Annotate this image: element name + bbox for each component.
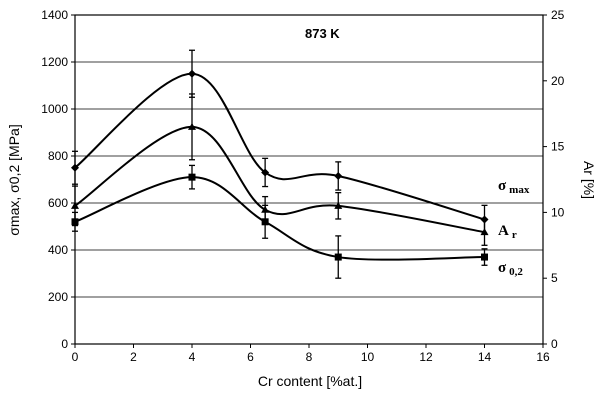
data-point-square xyxy=(481,253,488,261)
x-tick-label: 16 xyxy=(536,350,550,364)
y-right-axis-title: Ar [%] xyxy=(581,161,594,199)
x-tick-label: 0 xyxy=(72,350,79,364)
y-right-tick-label: 5 xyxy=(551,271,558,285)
x-tick-label: 8 xyxy=(306,350,313,364)
data-point-triangle xyxy=(71,201,79,209)
x-tick-label: 6 xyxy=(247,350,254,364)
x-tick-label: 12 xyxy=(419,350,433,364)
data-point-triangle xyxy=(188,122,196,130)
data-point-diamond xyxy=(188,69,196,78)
y-left-tick-label: 800 xyxy=(48,149,68,163)
series-label: σ max xyxy=(498,178,530,196)
x-tick-label: 4 xyxy=(189,350,196,364)
data-point-square xyxy=(334,253,342,261)
y-left-tick-label: 600 xyxy=(48,196,68,210)
y-right-tick-label: 25 xyxy=(551,8,565,22)
series-labels: σ max A r σ 0,2 xyxy=(498,178,530,278)
y-right-tick-label: 0 xyxy=(551,337,558,351)
data-point-square xyxy=(261,218,269,226)
x-tick-label: 14 xyxy=(478,350,492,364)
data-point-diamond xyxy=(261,168,270,177)
y-right-axis-ticks: 0 5 10 15 20 25 xyxy=(543,8,565,351)
temperature-annotation: 873 K xyxy=(305,26,340,41)
gridlines xyxy=(75,14,543,345)
y-left-tick-label: 1200 xyxy=(41,55,68,69)
y-left-tick-label: 1000 xyxy=(41,102,68,116)
data-point-triangle xyxy=(334,201,343,209)
x-axis-title: Cr content [%at.] xyxy=(258,373,362,389)
y-right-tick-label: 20 xyxy=(551,74,565,88)
data-point-triangle xyxy=(480,228,489,236)
data-point-diamond xyxy=(71,163,79,172)
series-line--max xyxy=(74,72,485,221)
series-line--0-2 xyxy=(74,176,485,261)
y-right-tick-label: 10 xyxy=(551,205,565,219)
series-layer xyxy=(71,49,489,279)
x-axis-ticks: 0 2 4 6 8 10 12 14 16 xyxy=(72,344,550,364)
data-point-diamond xyxy=(334,171,343,180)
y-right-tick-label: 15 xyxy=(551,140,565,154)
plot-frame xyxy=(74,14,544,345)
y-left-tick-label: 1400 xyxy=(41,8,68,22)
x-tick-label: 2 xyxy=(130,350,137,364)
data-point-square xyxy=(188,173,196,181)
y-left-axis-title: σmax, σ0,2 [MPa] xyxy=(6,124,22,235)
y-left-tick-label: 400 xyxy=(48,243,68,257)
data-point-square xyxy=(71,218,79,226)
y-left-tick-label: 0 xyxy=(61,337,68,351)
series-label: σ 0,2 xyxy=(498,260,523,278)
x-tick-label: 10 xyxy=(361,350,375,364)
y-left-tick-label: 200 xyxy=(48,290,68,304)
y-left-axis-ticks: 0 200 400 600 800 1000 1200 1400 xyxy=(41,8,75,351)
